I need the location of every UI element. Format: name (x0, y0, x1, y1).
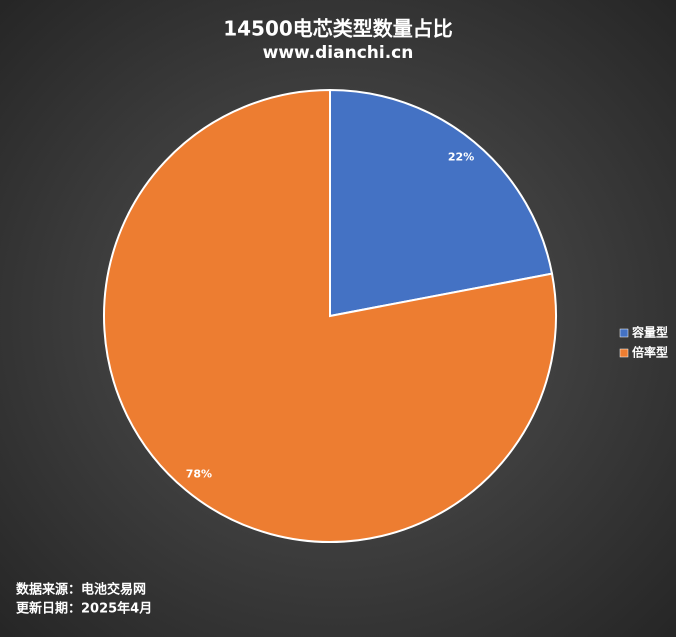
chart-title: 14500电芯类型数量占比 (223, 17, 453, 41)
update-note: 更新日期：2025年4月 (16, 601, 152, 617)
legend-label: 容量型 (631, 325, 668, 340)
source-note: 数据来源：电池交易网 (16, 582, 146, 598)
legend-label: 倍率型 (632, 345, 668, 360)
legend-swatch (619, 328, 629, 338)
data-label: 78% (186, 467, 212, 480)
pie-slice (103, 88, 557, 543)
chart-subtitle: www.dianchi.cn (263, 43, 414, 63)
legend-swatch (619, 348, 629, 358)
pie-slice (329, 88, 554, 318)
data-label: 22% (448, 151, 474, 164)
